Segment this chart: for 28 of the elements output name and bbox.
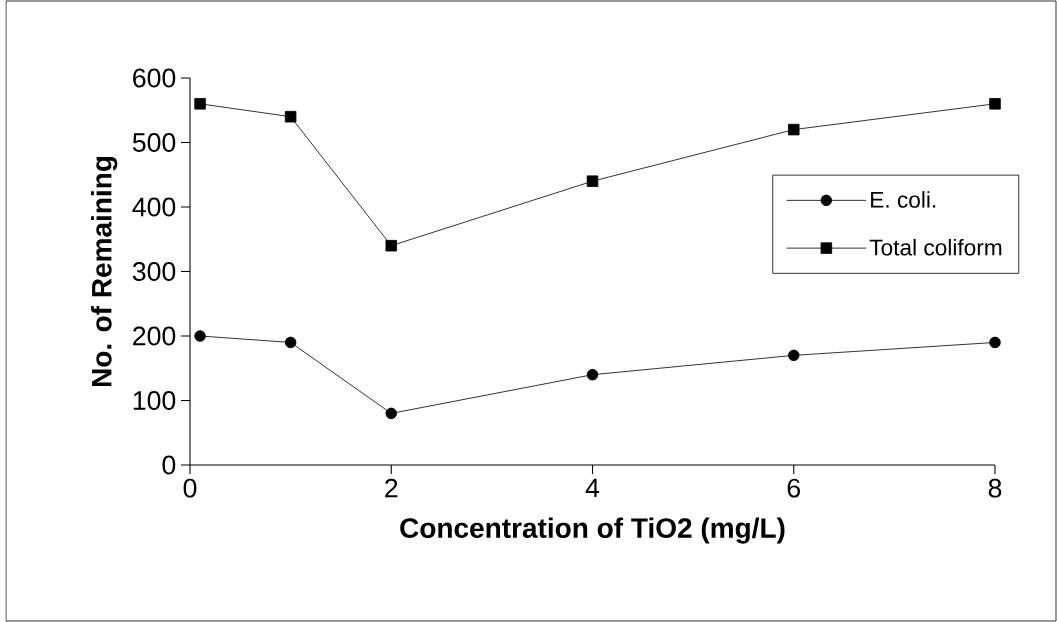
point	[788, 349, 800, 362]
point	[194, 98, 206, 110]
point	[284, 110, 297, 123]
x-tick-label: 8	[988, 478, 1002, 498]
y-tick-label: 300	[132, 262, 176, 281]
y-tick-label: 0	[162, 455, 176, 475]
y-axis-title: No. of Remaining	[91, 156, 118, 387]
point	[284, 336, 297, 349]
point	[989, 336, 1001, 349]
y-tick-label: 500	[132, 133, 176, 152]
x-tick-label: 2	[385, 478, 398, 498]
point	[989, 98, 1001, 110]
point	[385, 407, 397, 420]
legend-label: E. coli.	[871, 191, 936, 208]
y-tick-label: 600	[133, 68, 176, 88]
point	[586, 175, 599, 187]
x-tick-label: 6	[787, 478, 800, 498]
y-tick-label: 200	[133, 326, 176, 346]
point	[194, 330, 206, 342]
x-tick-label: 4	[585, 478, 600, 498]
point	[385, 239, 397, 252]
y-tick-label: 400	[132, 197, 176, 217]
y-tick-label: 100	[133, 391, 176, 410]
x-axis-title: Concentration of TiO2 (mg/L)	[400, 517, 785, 544]
point	[788, 123, 800, 136]
x-tick-label: 0	[183, 478, 197, 498]
legend-label: Total coliform	[869, 238, 1002, 256]
point	[586, 368, 599, 381]
